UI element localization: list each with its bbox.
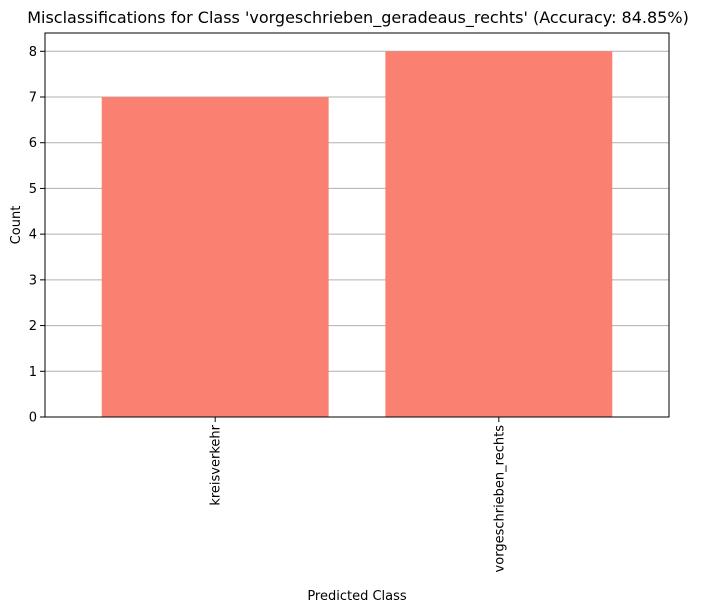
- chart-title: Misclassifications for Class 'vorgeschri…: [27, 8, 689, 28]
- y-tick-label-0: 0: [29, 411, 37, 426]
- plot-area-frame: [44, 32, 670, 418]
- y-tick-label-5: 5: [29, 182, 37, 197]
- bar-kreisverkehr: [101, 97, 329, 417]
- x-tick-label-1: vorgeschrieben_rechts: [492, 425, 507, 573]
- y-tick-label-8: 8: [29, 45, 37, 60]
- y-tick-label-4: 4: [29, 228, 37, 243]
- bar-vorgeschrieben_rechts: [385, 51, 613, 418]
- y-tick-label-7: 7: [29, 91, 37, 106]
- y-axis-label: Count: [9, 206, 24, 245]
- y-tick-label-1: 1: [29, 365, 37, 380]
- x-axis-label: Predicted Class: [307, 589, 407, 604]
- y-tick-label-2: 2: [29, 319, 37, 334]
- bars: [101, 51, 613, 418]
- y-axis-ticks: 0 1 2 3 4 5 6 7 8: [29, 45, 45, 426]
- x-tick-label-0: kreisverkehr: [209, 424, 224, 505]
- x-axis-ticks: kreisverkehr vorgeschrieben_rechts: [209, 417, 507, 573]
- y-tick-label-3: 3: [29, 273, 37, 288]
- y-tick-label-6: 6: [29, 136, 37, 151]
